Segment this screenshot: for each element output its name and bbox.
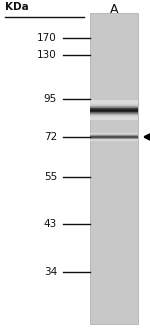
Bar <box>90 118 138 119</box>
Bar <box>90 135 138 136</box>
Bar <box>90 107 138 108</box>
Bar <box>90 140 138 141</box>
Bar <box>90 134 138 135</box>
Text: 55: 55 <box>44 172 57 182</box>
Bar <box>90 139 138 140</box>
Bar <box>90 106 138 107</box>
Bar <box>90 102 138 103</box>
Bar <box>90 119 138 120</box>
Text: KDa: KDa <box>4 2 28 12</box>
Bar <box>90 110 138 111</box>
Bar <box>90 113 138 114</box>
Bar <box>90 112 138 113</box>
Bar <box>90 13 138 324</box>
Bar <box>90 100 138 101</box>
Bar <box>90 115 138 116</box>
Text: 43: 43 <box>44 219 57 229</box>
Bar <box>90 117 138 118</box>
Bar <box>90 105 138 106</box>
Text: 95: 95 <box>44 94 57 104</box>
Text: 72: 72 <box>44 132 57 142</box>
Text: 130: 130 <box>37 50 57 60</box>
Bar <box>90 133 138 134</box>
Bar <box>90 138 138 139</box>
Text: 34: 34 <box>44 267 57 277</box>
Text: A: A <box>110 3 118 16</box>
Bar <box>90 109 138 110</box>
Bar <box>90 103 138 104</box>
Bar <box>90 137 138 138</box>
Bar <box>90 104 138 105</box>
Bar <box>90 136 138 137</box>
Bar <box>90 108 138 109</box>
Bar <box>90 101 138 102</box>
Bar <box>90 116 138 117</box>
Bar <box>90 111 138 112</box>
Bar <box>90 114 138 115</box>
Text: 170: 170 <box>37 33 57 43</box>
